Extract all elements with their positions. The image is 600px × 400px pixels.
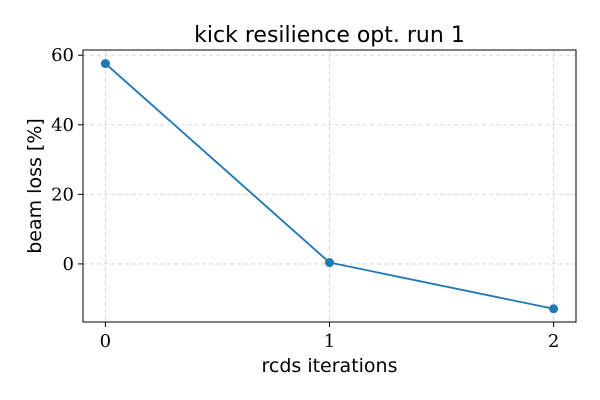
y-tick-label: 20 bbox=[51, 184, 74, 205]
chart-title: kick resilience opt. run 1 bbox=[194, 23, 465, 48]
x-axis-label: rcds iterations bbox=[261, 355, 397, 377]
y-tick-label: 60 bbox=[51, 45, 74, 66]
y-axis-label: beam loss [%] bbox=[24, 118, 46, 254]
x-tick-label: 1 bbox=[324, 331, 335, 352]
y-tick-label: 0 bbox=[63, 254, 74, 275]
x-tick-label: 2 bbox=[548, 331, 559, 352]
data-point bbox=[325, 258, 334, 268]
y-tick-label: 40 bbox=[51, 115, 74, 136]
data-markers bbox=[100, 59, 559, 314]
data-point bbox=[549, 304, 559, 314]
data-point bbox=[100, 59, 110, 69]
x-tick-label: 0 bbox=[100, 331, 111, 352]
